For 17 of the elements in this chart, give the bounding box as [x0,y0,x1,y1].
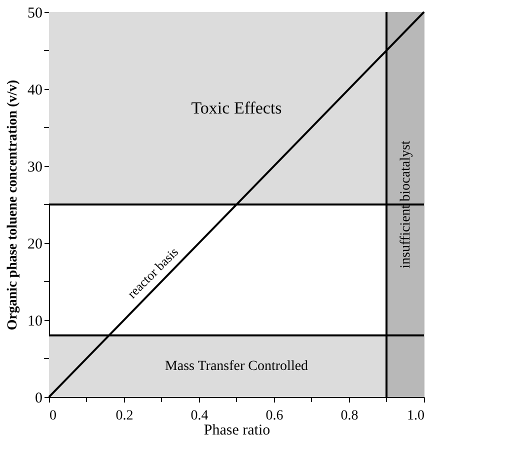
band-label: Mass Transfer Controlled [164,359,308,374]
x-tick-label: 0.8 [340,408,358,424]
x-tick-label: 0.4 [190,408,208,424]
band-label: Toxic Effects [191,98,282,118]
y-tick-label: 30 [28,160,42,176]
y-tick-label: 0 [35,390,42,406]
x-tick-label: 0.6 [266,408,284,424]
x-tick-label: 0.2 [116,408,134,424]
y-tick-label: 50 [28,6,42,22]
y-tick-label: 10 [28,314,42,330]
band-label: insufficient biocatalyst [398,140,414,268]
x-tick-label: 0 [50,408,56,424]
y-tick-label: 20 [28,236,42,252]
y-axis-title: Organic phase toluene concentration (v/v) [6,79,20,330]
x-axis-title: Phase ratio [204,422,270,438]
y-tick-label: 40 [28,82,42,98]
x-tick-label: 1.0 [407,408,424,424]
